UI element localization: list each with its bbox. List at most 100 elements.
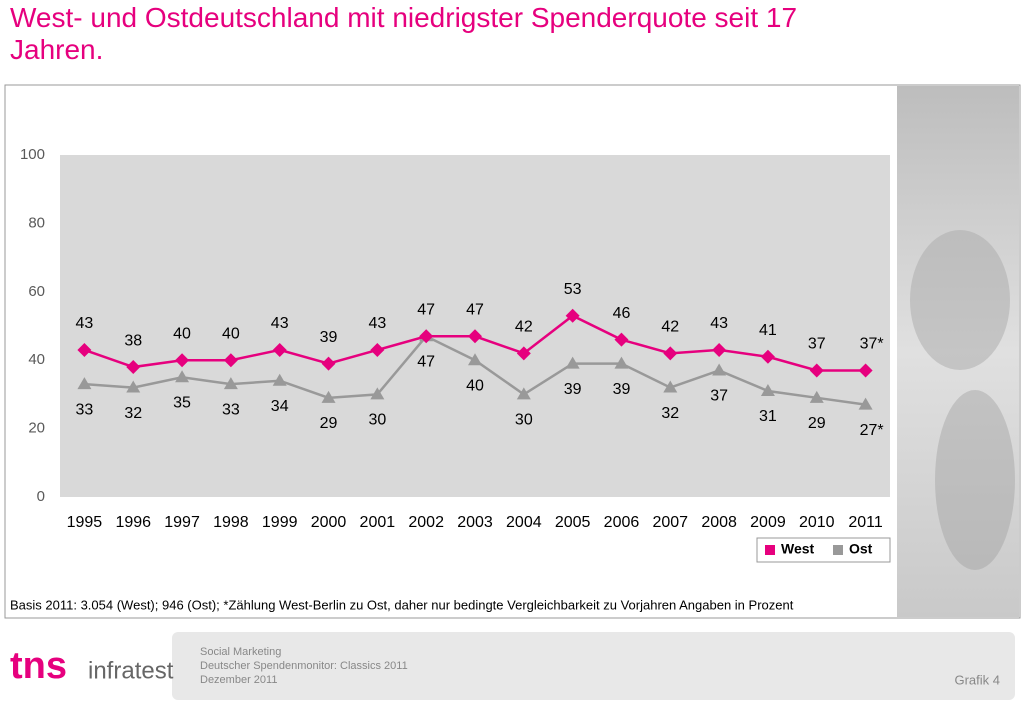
x-tick-label: 2005 [555, 514, 591, 531]
point [223, 377, 238, 390]
x-tick-label: 2011 [848, 514, 883, 531]
x-tick-label: 1998 [213, 514, 249, 531]
photo-shape [910, 230, 1010, 370]
data-label: 37* [860, 336, 884, 353]
data-label: 38 [124, 332, 142, 349]
x-tick-label: 2008 [701, 514, 737, 531]
legend-swatch [765, 545, 775, 555]
y-tick-label: 100 [20, 146, 45, 163]
data-label: 40 [173, 325, 191, 342]
brand-sub: infratest [88, 657, 174, 684]
point [760, 383, 775, 396]
x-tick-label: 2000 [311, 514, 347, 531]
x-tick-label: 2006 [604, 514, 640, 531]
footer-line: Dezember 2011 [200, 674, 277, 686]
data-label: 32 [124, 405, 142, 422]
point [468, 353, 482, 366]
data-label: 39 [613, 381, 631, 398]
data-label: 30 [368, 412, 386, 429]
data-label: 46 [613, 305, 631, 322]
x-tick-label: 1999 [262, 514, 298, 531]
data-label: 43 [76, 315, 94, 332]
point [565, 356, 580, 369]
data-label: 42 [661, 319, 679, 336]
page-number: Grafik 4 [954, 672, 1000, 687]
y-tick-label: 0 [37, 488, 45, 505]
point [614, 332, 629, 347]
data-label: 43 [271, 315, 289, 332]
data-label: 31 [759, 408, 777, 425]
chart-title: West- und Ostdeutschland mit niedrigster… [10, 2, 798, 65]
point [321, 356, 336, 371]
x-tick-label: 1995 [67, 514, 103, 531]
legend-label: Ost [849, 541, 873, 557]
data-label: 39 [564, 381, 582, 398]
point [77, 377, 92, 390]
point [516, 387, 531, 400]
point [712, 363, 727, 376]
data-label: 33 [222, 401, 240, 418]
data-label: 34 [271, 398, 289, 415]
point [663, 346, 678, 361]
point [126, 360, 141, 375]
data-label: 29 [808, 415, 826, 432]
photo-shape [935, 390, 1015, 570]
footer-line: Deutscher Spendenmonitor: Classics 2011 [200, 660, 408, 672]
footnote: Basis 2011: 3.054 (West); 946 (Ost); *Zä… [10, 597, 794, 612]
point [272, 373, 287, 386]
legend-label: West [781, 541, 815, 557]
x-tick-label: 1996 [115, 514, 151, 531]
data-label: 27* [860, 422, 884, 439]
footer-box [172, 632, 1015, 700]
data-label: 40 [466, 377, 484, 394]
x-tick-label: 2003 [457, 514, 493, 531]
point [809, 390, 824, 403]
x-tick-label: 2002 [408, 514, 444, 531]
point [809, 363, 824, 378]
point [272, 342, 287, 357]
data-label: 39 [320, 329, 338, 346]
y-tick-label: 40 [28, 351, 45, 368]
plot-area [60, 155, 890, 497]
x-tick-label: 2009 [750, 514, 786, 531]
data-label: 41 [759, 322, 777, 339]
data-label: 29 [320, 415, 338, 432]
data-label: 43 [710, 315, 728, 332]
point [321, 390, 336, 403]
data-label: 37 [808, 336, 826, 353]
point [175, 370, 190, 383]
footer-line: Social Marketing [200, 646, 281, 658]
data-label: 53 [564, 281, 582, 298]
point [858, 363, 873, 378]
data-label: 47 [466, 301, 484, 318]
point [175, 353, 190, 368]
x-tick-label: 2010 [799, 514, 835, 531]
point [712, 342, 727, 357]
data-label: 40 [222, 325, 240, 342]
point [858, 397, 873, 410]
data-label: 37 [710, 388, 728, 405]
point [370, 387, 385, 400]
data-label: 43 [368, 315, 386, 332]
data-label: 35 [173, 395, 191, 412]
data-label: 47 [417, 353, 435, 370]
point [468, 329, 482, 344]
x-tick-label: 2001 [360, 514, 396, 531]
point [77, 342, 92, 357]
point [419, 329, 434, 344]
data-label: 47 [417, 301, 435, 318]
point [565, 308, 580, 323]
data-label: 32 [661, 405, 679, 422]
data-label: 30 [515, 412, 533, 429]
point [663, 380, 678, 393]
legend-swatch [833, 545, 843, 555]
point [223, 353, 238, 368]
y-tick-label: 20 [28, 420, 45, 437]
brand: tns [10, 645, 67, 687]
y-tick-label: 80 [28, 214, 45, 231]
data-label: 42 [515, 319, 533, 336]
point [614, 356, 629, 369]
legend-box [756, 537, 891, 563]
x-tick-label: 2004 [506, 514, 542, 531]
